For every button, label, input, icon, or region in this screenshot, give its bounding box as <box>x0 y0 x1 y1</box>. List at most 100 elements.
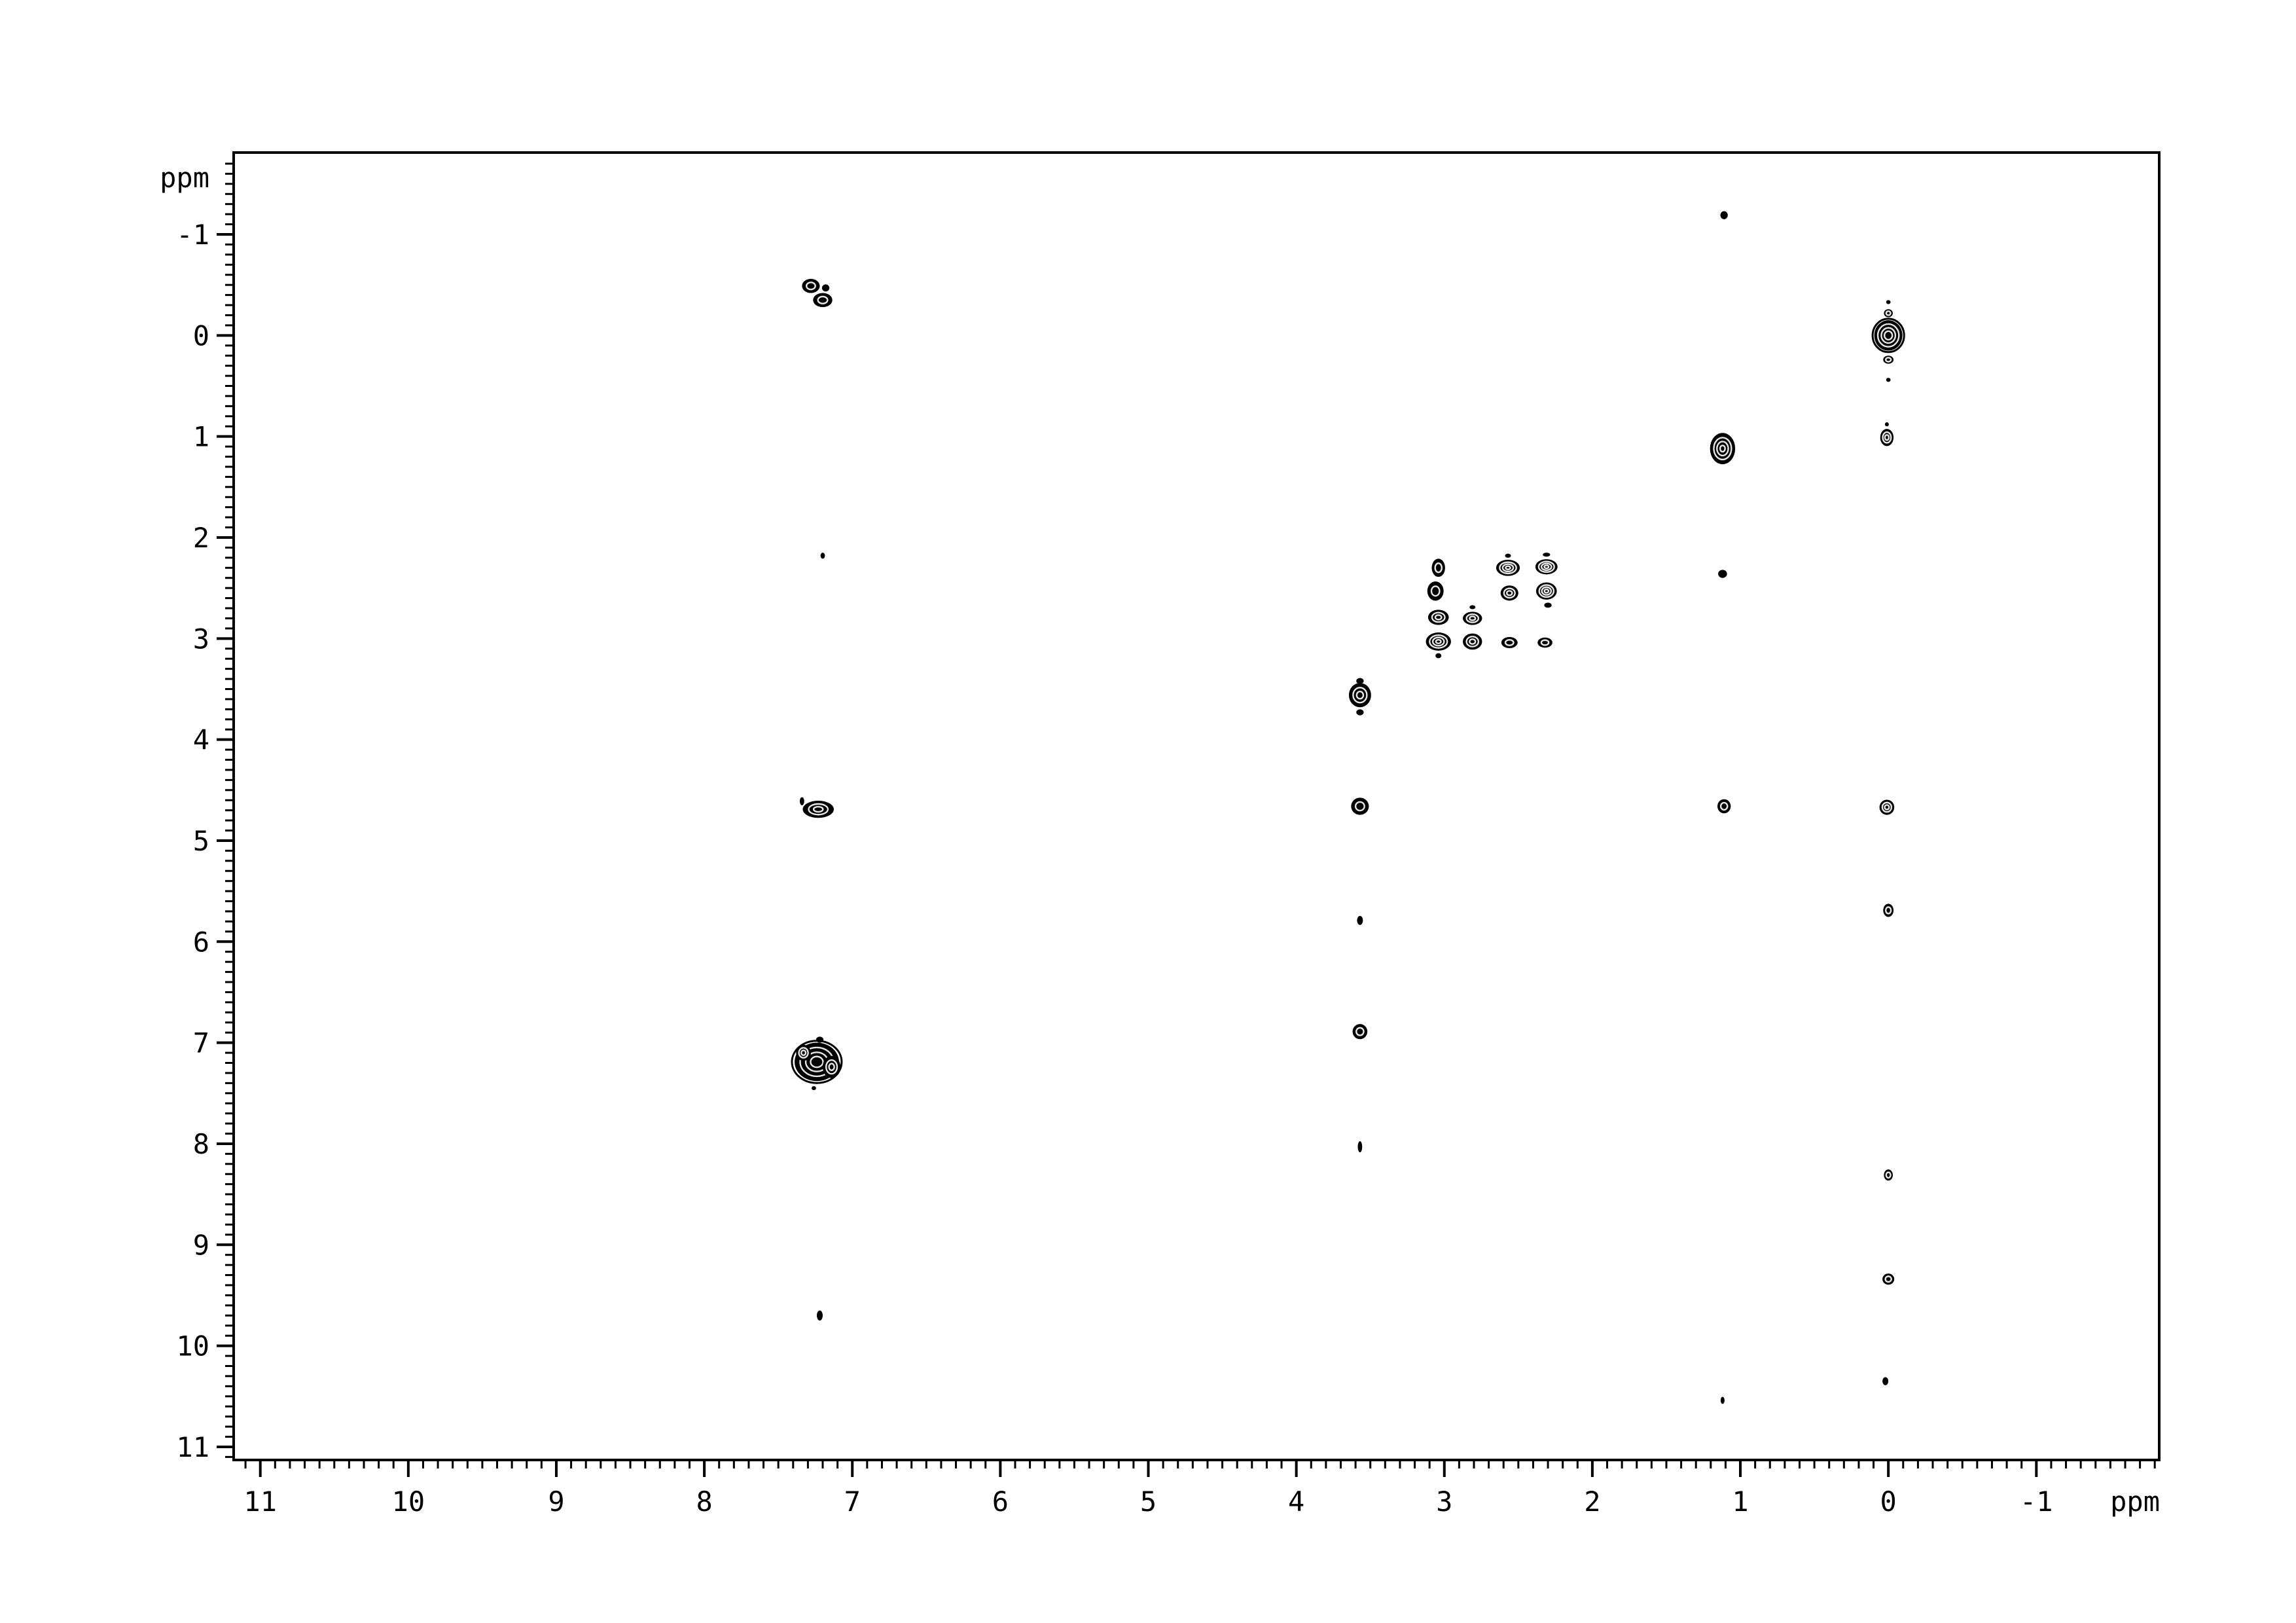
peak <box>1356 709 1364 716</box>
peak-contour-ring <box>825 1059 838 1075</box>
peak <box>1544 602 1552 608</box>
peak-contour-ring <box>800 1049 807 1056</box>
peak <box>816 1036 824 1043</box>
peak-contour-ring <box>810 1055 824 1068</box>
peak-body <box>816 1036 824 1043</box>
peak <box>820 553 825 559</box>
peak-contour-ring <box>1504 639 1515 646</box>
peak-body <box>1357 1141 1363 1153</box>
peak <box>816 1310 823 1321</box>
y-tick-label: 7 <box>193 1027 209 1059</box>
peak-contour-ring <box>1538 584 1555 598</box>
peak <box>1882 1377 1889 1385</box>
peak-body <box>1351 797 1369 815</box>
peak <box>1535 582 1557 600</box>
peak-contour-ring <box>828 1063 835 1071</box>
peak <box>1357 915 1363 925</box>
peak-contour-ring <box>805 282 816 291</box>
peak <box>1463 633 1482 650</box>
peak-contour-ring <box>1506 590 1513 596</box>
peak <box>813 293 833 308</box>
peak <box>812 1085 816 1091</box>
peak <box>1720 211 1728 219</box>
peak <box>1501 637 1518 648</box>
peak <box>1431 558 1445 577</box>
peak-body <box>812 1085 816 1091</box>
peak-contour-ring <box>1503 587 1516 599</box>
peak-contour-ring <box>1540 562 1552 572</box>
peak-body <box>1882 1273 1895 1285</box>
peak-body <box>799 797 804 805</box>
peak-body <box>1718 570 1727 578</box>
peak <box>1426 632 1451 651</box>
x-tick-label: 3 <box>1436 1486 1452 1518</box>
peak-contour-ring <box>1716 441 1729 457</box>
x-tick-label: 4 <box>1288 1486 1304 1518</box>
peak-body <box>1356 678 1364 684</box>
peak <box>1496 559 1520 576</box>
peak-body <box>1537 637 1552 648</box>
y-tick-label: 9 <box>193 1229 209 1261</box>
peak <box>1718 570 1727 578</box>
peak-outer-contour <box>1871 318 1905 354</box>
y-axis: -1 0 1 2 3 4 5 6 7 8 9 10 11 ppm <box>160 162 234 1463</box>
peak <box>1879 799 1895 815</box>
peak <box>821 284 830 292</box>
x-tick-label: 8 <box>696 1486 712 1518</box>
peak-contour-ring <box>1465 613 1480 623</box>
peak-body <box>1427 581 1444 601</box>
peak-contour-ring <box>1499 561 1517 575</box>
peak-body <box>1884 1169 1893 1181</box>
peak <box>1463 611 1482 625</box>
peak-contour-ring <box>1429 634 1448 649</box>
x-tick-label: 0 <box>1880 1486 1897 1518</box>
peak <box>1871 318 1905 354</box>
peak-contour-ring <box>1435 638 1442 644</box>
peak-body <box>1884 309 1893 318</box>
peak <box>1348 683 1371 708</box>
peak <box>1886 300 1891 304</box>
y-tick-label: -1 <box>176 219 209 251</box>
peak <box>1710 433 1736 465</box>
peak-contour-ring <box>817 295 829 304</box>
y-tick-label: 4 <box>193 724 209 756</box>
peak <box>1535 559 1558 575</box>
y-tick-label: 8 <box>193 1128 209 1160</box>
peak <box>1505 553 1511 558</box>
peak <box>802 801 834 818</box>
y-tick-label: 2 <box>193 522 209 554</box>
x-tick-label: 2 <box>1584 1486 1600 1518</box>
peak-contour-ring <box>1876 323 1900 348</box>
peak-body <box>802 801 834 818</box>
peak-group <box>791 211 1905 1404</box>
x-tick-label: 9 <box>548 1486 564 1518</box>
peak-contour-ring <box>1537 560 1555 574</box>
peak-body <box>1431 558 1445 577</box>
peak <box>1543 553 1551 557</box>
peak-contour-ring <box>1883 330 1893 341</box>
peak <box>1882 1273 1895 1285</box>
peak <box>1435 653 1442 659</box>
peak-contour-ring <box>1431 611 1446 623</box>
x-tick-label: 11 <box>243 1486 277 1518</box>
peak <box>1886 378 1891 382</box>
peak <box>796 1044 811 1061</box>
peak-body <box>1883 903 1894 917</box>
peak-contour-ring <box>1355 1027 1365 1036</box>
peak <box>1427 581 1444 601</box>
peak-body <box>1357 915 1363 925</box>
peak <box>1357 1141 1363 1153</box>
x-axis: 11 10 9 8 7 6 5 4 3 2 1 0 -1 ppm <box>243 1460 2160 1518</box>
peak-body <box>1886 378 1891 382</box>
peak-contour-ring <box>1469 615 1477 621</box>
peak-contour-ring <box>1885 1171 1892 1179</box>
peak-body <box>1544 602 1552 608</box>
y-tick-label: 1 <box>193 421 209 453</box>
peak-body <box>1352 1024 1368 1040</box>
peak-contour-ring <box>1719 801 1729 811</box>
y-axis-unit-label: ppm <box>160 162 209 194</box>
peak-contour-ring <box>1884 804 1890 811</box>
peak-contour-ring <box>1352 687 1368 704</box>
